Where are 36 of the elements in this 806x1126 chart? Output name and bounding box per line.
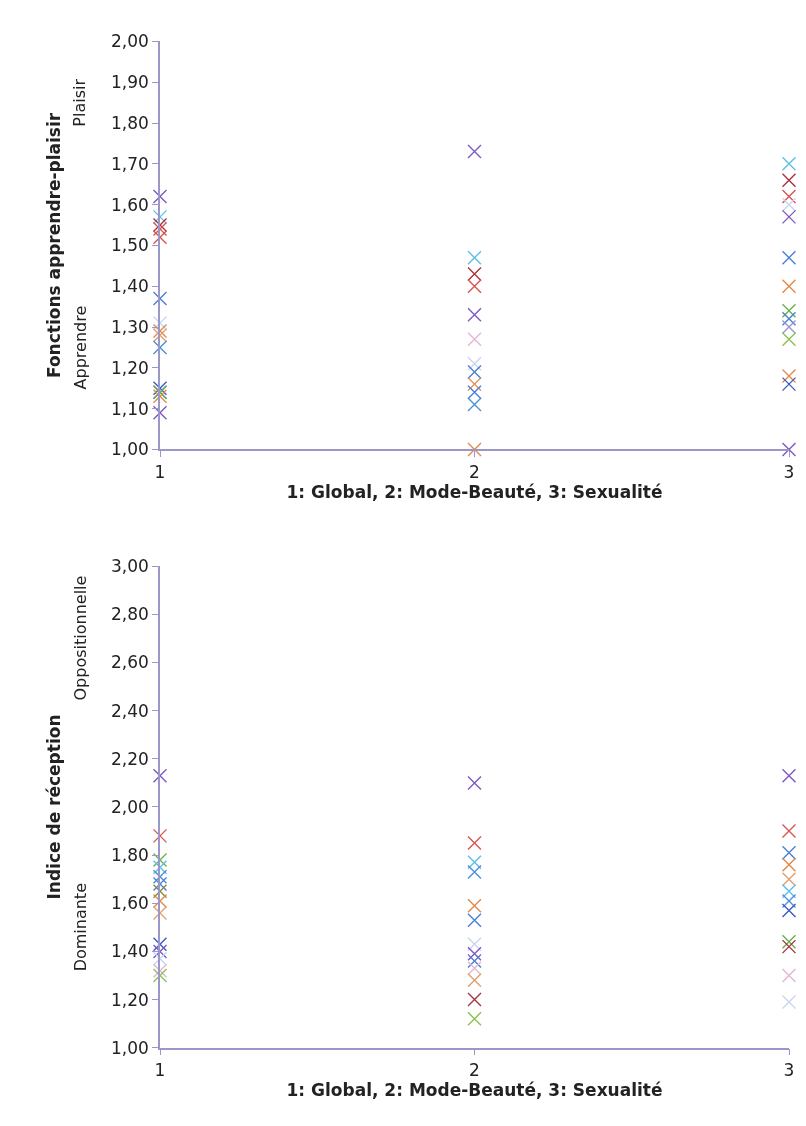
y-tick-label: 1,40 (110, 276, 149, 297)
y-axis-title: Indice de réception (44, 714, 65, 900)
y-tick-label: 1,20 (110, 357, 149, 378)
text: Dominante (70, 883, 90, 972)
y-tick-label: 2,00 (110, 796, 149, 817)
x-tick-label: 1 (154, 1059, 166, 1080)
y-axis-title: Fonctions apprendre-plaisir (44, 112, 65, 379)
x-axis-title: 1: Global, 2: Mode-Beauté, 3: Sexualité (286, 481, 663, 502)
y-tick-label: 1,90 (110, 72, 149, 93)
text: Plaisir (70, 78, 90, 127)
y-tick-label: 1,20 (110, 989, 149, 1010)
text: Apprendre (70, 305, 90, 390)
y-tick-label: 2,20 (110, 748, 149, 769)
y-tick-label: 1,70 (110, 153, 149, 174)
x-tick-label: 3 (783, 461, 795, 482)
y-tick-label: 2,80 (110, 604, 149, 625)
y-tick-label: 1,80 (110, 845, 149, 866)
y-tick-label: 1,00 (110, 439, 149, 460)
y-tick-label: 1,30 (110, 316, 149, 337)
y-tick-label: 1,80 (110, 113, 149, 134)
y-tick-label: 1,00 (110, 1037, 149, 1058)
x-tick-label: 2 (469, 1059, 480, 1080)
y-tick-label: 1,40 (110, 941, 149, 962)
y-tick-label: 2,00 (110, 31, 149, 52)
y-tick-label: 2,60 (110, 652, 149, 673)
y-tick-label: 3,00 (110, 556, 149, 577)
x-tick-label: 2 (469, 461, 480, 482)
y-tick-label: 1,60 (110, 194, 149, 215)
x-tick-label: 1 (154, 461, 166, 482)
y-tick-label: 1,10 (110, 398, 149, 419)
x-axis-title: 1: Global, 2: Mode-Beauté, 3: Sexualité (286, 1079, 663, 1100)
y-tick-label: 1,50 (110, 235, 149, 256)
text: Oppositionnelle (70, 575, 90, 701)
y-tick-label: 1,60 (110, 893, 149, 914)
x-tick-label: 3 (783, 1059, 795, 1080)
y-tick-label: 2,40 (110, 700, 149, 721)
